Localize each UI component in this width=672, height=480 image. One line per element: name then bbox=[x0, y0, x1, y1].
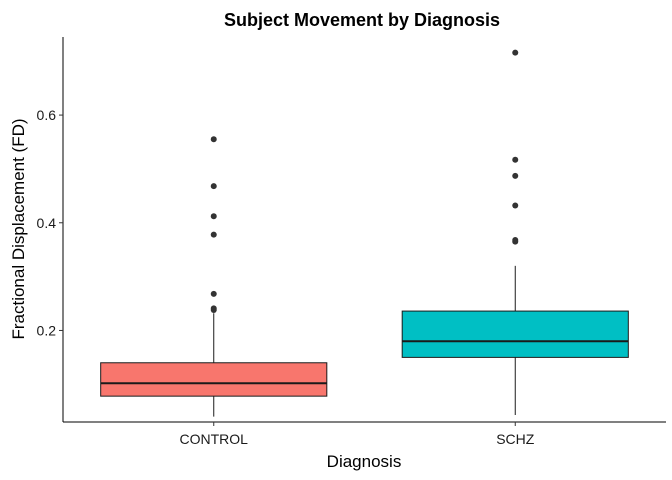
outlier-point bbox=[512, 172, 519, 179]
box-body bbox=[401, 310, 629, 358]
x-axis-ticks: CONTROL SCHZ bbox=[180, 422, 535, 447]
outlier-point bbox=[512, 237, 519, 243]
y-axis-title: Fractional Displacement (FD) bbox=[9, 118, 28, 339]
y-axis-ticks: 0.2 0.4 0.6 bbox=[37, 107, 63, 338]
outlier-point bbox=[512, 202, 519, 209]
box-body bbox=[100, 362, 328, 397]
outlier-point bbox=[512, 49, 519, 56]
plot-area bbox=[100, 49, 629, 417]
x-axis-title: Diagnosis bbox=[327, 452, 402, 471]
y-tick-label: 0.4 bbox=[37, 215, 57, 231]
outlier-point bbox=[210, 305, 217, 312]
outlier-point bbox=[210, 183, 217, 190]
chart-title: Subject Movement by Diagnosis bbox=[224, 10, 500, 30]
outlier-point bbox=[210, 231, 217, 238]
outlier-point bbox=[210, 213, 217, 220]
box-schz bbox=[401, 49, 629, 415]
x-tick-label: SCHZ bbox=[496, 431, 535, 447]
outlier-point bbox=[210, 290, 217, 297]
y-tick-label: 0.2 bbox=[37, 322, 57, 338]
x-tick-label: CONTROL bbox=[180, 431, 249, 447]
outlier-point bbox=[210, 136, 217, 143]
y-tick-label: 0.6 bbox=[37, 107, 57, 123]
outlier-point bbox=[512, 156, 519, 163]
box-control bbox=[100, 136, 328, 417]
